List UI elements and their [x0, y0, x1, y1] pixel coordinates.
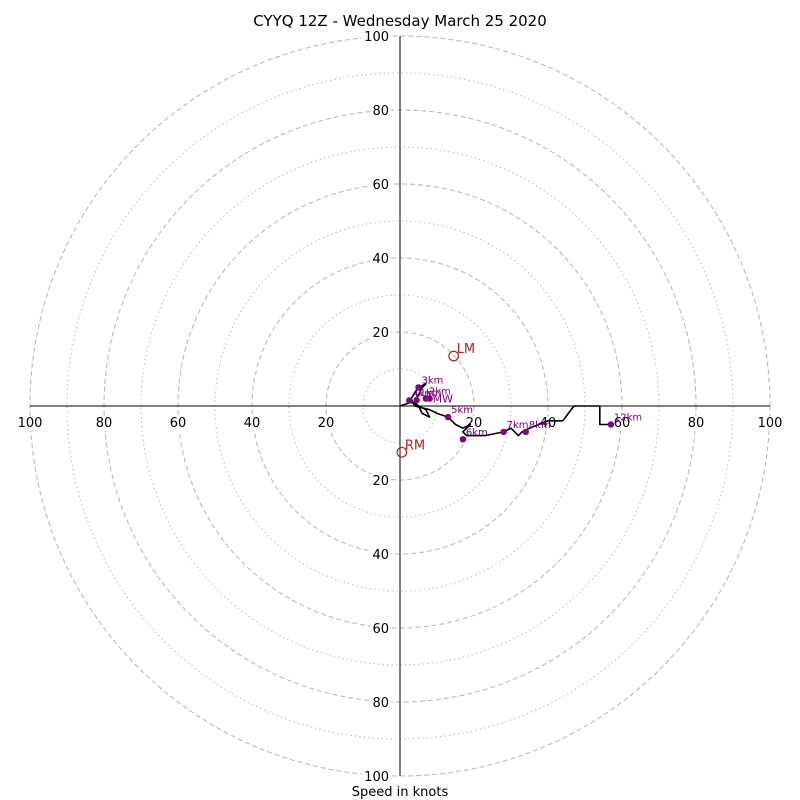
- tick-label-bg: [370, 474, 391, 489]
- tick-label-down: 60: [372, 622, 389, 637]
- tick-label-left: 60: [170, 416, 187, 431]
- height-marker-label: 7km: [507, 420, 529, 431]
- tick-label-right: 60: [614, 416, 631, 431]
- height-marker-dot: [522, 428, 529, 436]
- tick-label-bg: [685, 416, 707, 431]
- tick-label-left: 40: [244, 416, 261, 431]
- height-marker-dot: [406, 397, 413, 404]
- tick-label-right: 40: [540, 416, 557, 431]
- tick-label-down: 40: [372, 548, 389, 563]
- height-marker-label: 6km: [466, 427, 488, 438]
- height-marker-label: 5km: [451, 405, 473, 416]
- tick-label-bg: [370, 548, 391, 563]
- height-marker-label: 8km: [529, 420, 551, 431]
- storm-motion-label: RM: [405, 438, 425, 453]
- tick-label-bg: [370, 178, 391, 193]
- tick-label-up: 60: [372, 178, 389, 193]
- hodograph-trace: [399, 383, 611, 437]
- tick-label-bg: [362, 770, 391, 785]
- tick-label-bg: [370, 696, 391, 711]
- storm-motion-circle: [448, 350, 460, 362]
- chart-title: CYYQ 12Z - Wednesday March 25 2020: [253, 12, 547, 30]
- storm-motion-label: LM: [457, 342, 475, 357]
- hodograph-line: [399, 383, 611, 437]
- tick-label-bg: [370, 252, 391, 267]
- mean-wind-label: MW: [433, 393, 453, 406]
- tick-label-left: 80: [96, 416, 113, 431]
- tick-label-bg: [370, 104, 391, 119]
- height-marker-label: 2km: [429, 387, 451, 398]
- x-axis-label: Speed in knots: [352, 785, 449, 800]
- height-marker-label: 12km: [614, 413, 642, 424]
- height-marker-dot: [415, 384, 422, 391]
- tick-label-right: 80: [688, 416, 705, 431]
- tick-label-bg: [93, 416, 115, 431]
- tick-labels: 20 40 60 80 100 100 80 60 40 20 20 40 60 80 100 20 40 60 8…: [15, 30, 785, 785]
- tick-label-right: 100: [758, 416, 783, 431]
- mean-wind-dot: [426, 395, 433, 402]
- tick-label-bg: [370, 326, 391, 341]
- tick-label-left: 100: [18, 416, 43, 431]
- height-marker-label: 3km: [422, 376, 444, 387]
- tick-label-right: 20: [466, 416, 483, 431]
- tick-label-bg: [315, 416, 337, 431]
- tick-label-bg: [15, 416, 45, 431]
- tick-label-up: 100: [364, 30, 389, 45]
- tick-label-down: 20: [372, 474, 389, 489]
- height-marker-label: 4km: [412, 388, 434, 399]
- tick-label-up: 80: [372, 104, 389, 119]
- tick-label-bg: [755, 416, 785, 431]
- height-marker-dot: [413, 396, 420, 404]
- tick-label-bg: [362, 30, 391, 45]
- storm-motion-circle: [396, 446, 408, 458]
- storm-motion-markers: LM RM: [396, 342, 475, 458]
- tick-label-up: 40: [372, 252, 389, 267]
- tick-label-bg: [537, 416, 559, 431]
- tick-label-bg: [463, 416, 485, 431]
- tick-label-left: 20: [318, 416, 335, 431]
- height-marker-dot: [500, 428, 507, 436]
- height-marker-dot: [459, 436, 467, 443]
- tick-label-bg: [611, 416, 633, 431]
- height-marker-label: 1km: [420, 388, 442, 399]
- tick-label-bg: [241, 416, 263, 431]
- tick-label-bg: [370, 622, 391, 637]
- tick-label-up: 20: [372, 326, 389, 341]
- tick-label-bg: [167, 416, 189, 431]
- tick-label-down: 100: [364, 770, 389, 785]
- height-marker-dot: [444, 413, 452, 421]
- height-marker-dot: [607, 421, 615, 428]
- tick-label-down: 80: [372, 696, 389, 711]
